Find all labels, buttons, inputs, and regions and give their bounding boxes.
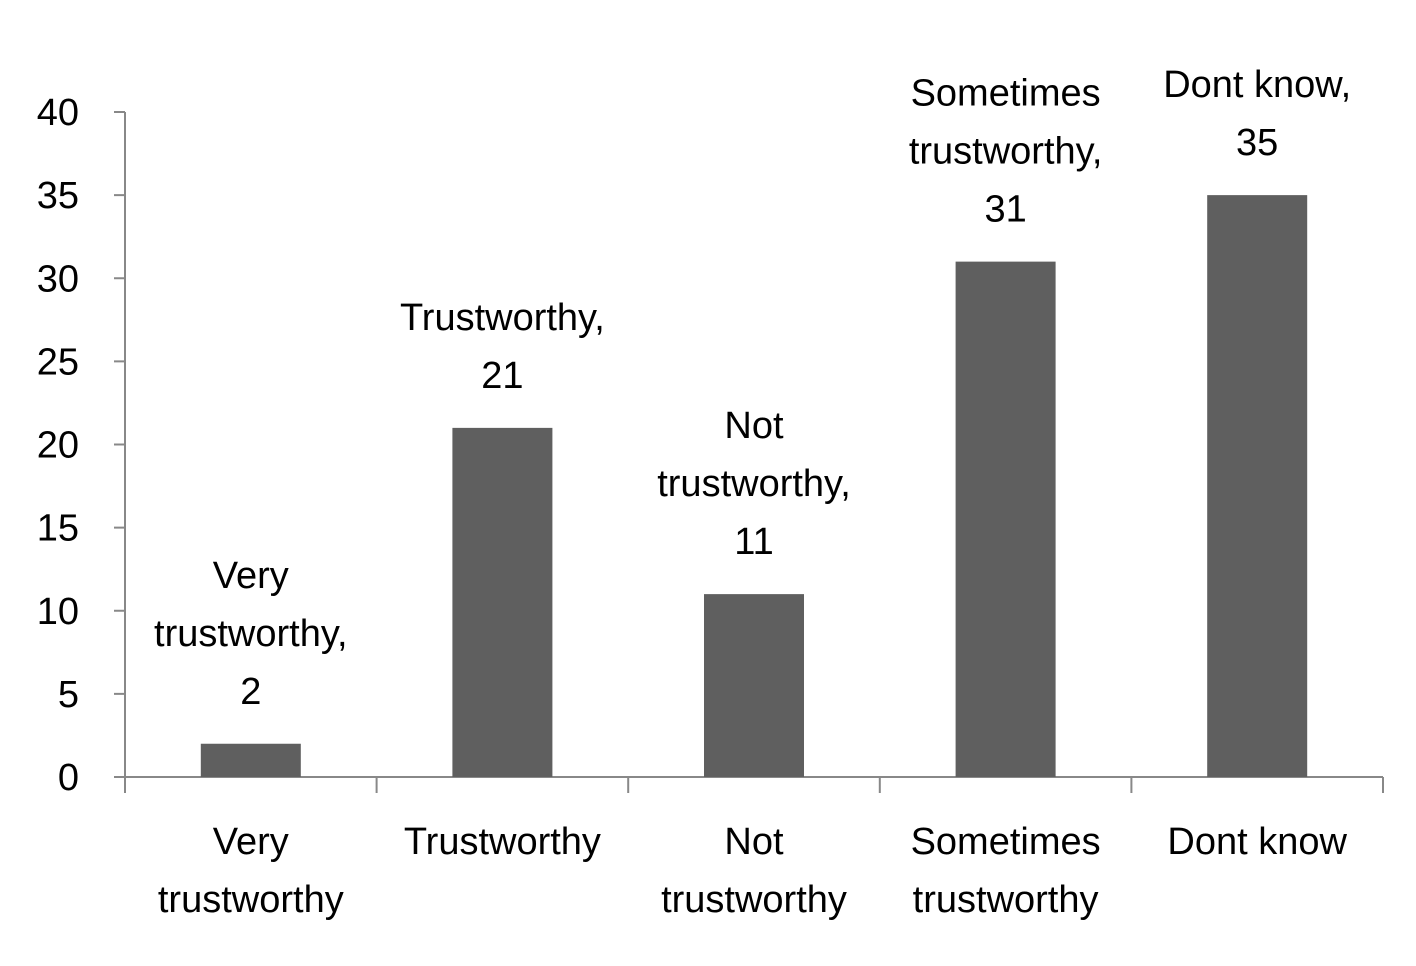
data-label-line: Sometimes xyxy=(911,73,1101,115)
y-tick-label: 40 xyxy=(37,92,79,134)
data-label: Dont know, 35 xyxy=(1163,64,1351,164)
x-tick-label: Sometimes trustworthy xyxy=(911,821,1101,921)
data-label: Sometimes trustworthy, 31 xyxy=(909,73,1103,231)
data-label-line: trustworthy, xyxy=(657,463,851,505)
data-label-line: Dont know, xyxy=(1163,64,1351,106)
y-tick-label: 5 xyxy=(58,674,79,716)
data-label-line: Not xyxy=(724,405,784,447)
data-label-line: 35 xyxy=(1236,122,1278,164)
x-tick-label-line: Not xyxy=(724,821,784,863)
data-label-line: Trustworthy, xyxy=(400,297,605,339)
x-tick-label-line: Very xyxy=(213,821,289,863)
bar xyxy=(1207,195,1308,777)
data-label-line: Very xyxy=(213,555,289,597)
x-tick-label: Dont know xyxy=(1167,821,1347,863)
y-tick-label: 20 xyxy=(37,425,79,467)
bar xyxy=(955,261,1056,777)
data-label-line: 31 xyxy=(984,189,1026,231)
x-tick-label-line: trustworthy xyxy=(913,879,1099,921)
x-tick-label-line: Trustworthy xyxy=(404,821,601,863)
bar xyxy=(200,743,301,777)
bar xyxy=(704,594,804,777)
data-label: Not trustworthy, 11 xyxy=(657,405,851,563)
x-tick-label-line: Dont know xyxy=(1167,821,1347,863)
data-labels: Very trustworthy, 2 Trustworthy, 21 Not trustw… xyxy=(154,64,1351,713)
y-tick-label: 25 xyxy=(37,341,79,383)
bars xyxy=(200,195,1308,777)
y-tick-label: 35 xyxy=(37,175,79,217)
bar xyxy=(452,427,553,777)
data-label: Very trustworthy, 2 xyxy=(154,555,348,713)
data-label-line: trustworthy, xyxy=(154,613,348,655)
y-tick-label: 15 xyxy=(37,508,79,550)
y-tick-label: 0 xyxy=(58,757,79,799)
data-label: Trustworthy, 21 xyxy=(400,297,605,397)
y-tick-label: 10 xyxy=(37,591,79,633)
x-tick-label: Not trustworthy xyxy=(661,821,847,921)
x-tick-label-line: trustworthy xyxy=(158,879,344,921)
x-tick-label: Trustworthy xyxy=(404,821,601,863)
x-tick-label: Very trustworthy xyxy=(158,821,344,921)
data-label-line: 2 xyxy=(240,671,261,713)
y-tick-label: 30 xyxy=(37,258,79,300)
x-axis: Very trustworthy Trustworthy Not trustworthy… xyxy=(124,776,1384,921)
data-label-line: 11 xyxy=(734,521,773,563)
x-tick-label-line: Sometimes xyxy=(911,821,1101,863)
data-label-line: trustworthy, xyxy=(909,131,1103,173)
data-label-line: 21 xyxy=(481,355,523,397)
x-tick-label-line: trustworthy xyxy=(661,879,847,921)
y-axis: 0 5 10 15 20 25 30 35 40 xyxy=(37,92,126,799)
